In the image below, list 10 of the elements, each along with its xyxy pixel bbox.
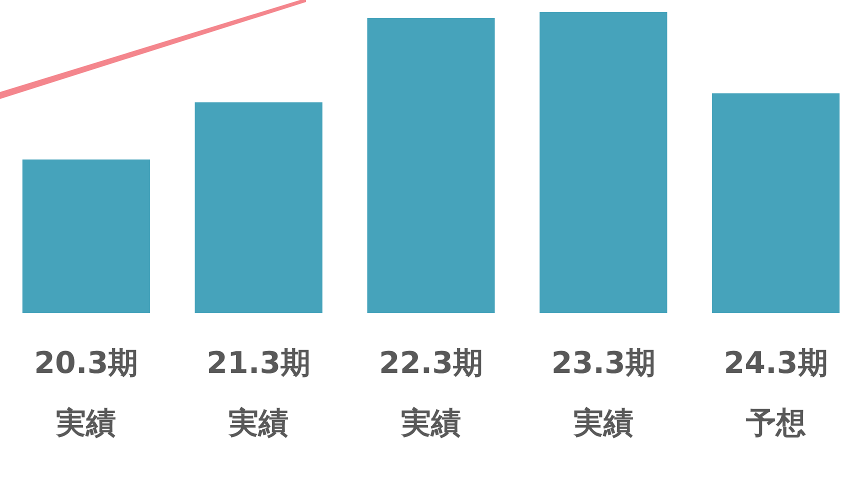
bar xyxy=(194,102,322,313)
bar xyxy=(367,18,495,313)
x-tick-label: 22.3期実績 xyxy=(378,346,484,441)
bar xyxy=(540,12,668,313)
bar xyxy=(712,93,840,313)
x-tick-label: 23.3期実績 xyxy=(551,346,656,441)
bar xyxy=(22,159,150,313)
x-tick-label: 20.3期実績 xyxy=(34,346,138,441)
x-tick-label: 21.3期実績 xyxy=(206,346,311,441)
x-tick-label: 24.3期予想 xyxy=(724,346,828,441)
